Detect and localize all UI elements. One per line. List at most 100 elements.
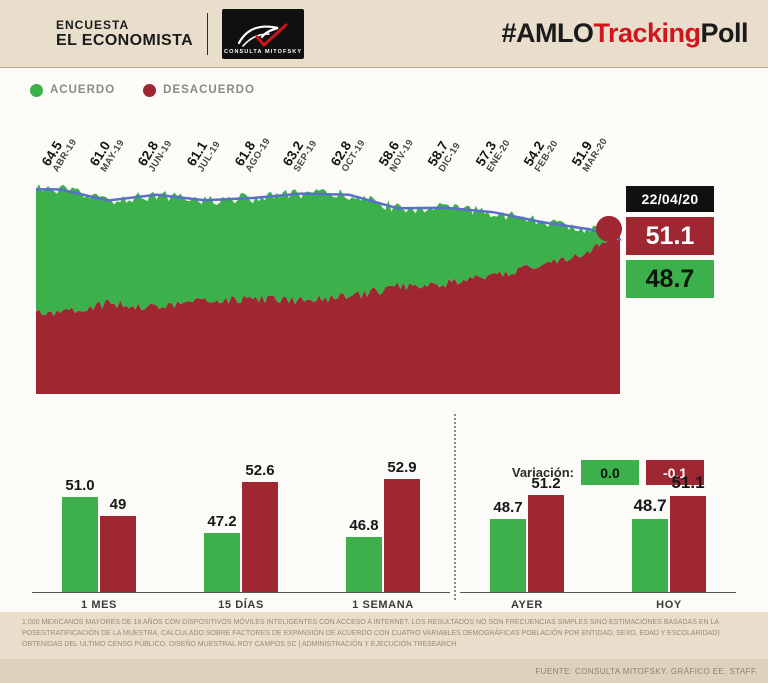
current-acuerdo-value: 48.7 xyxy=(626,260,714,298)
acuerdo-value-label: 48.7 xyxy=(633,496,667,515)
desacuerdo-bar xyxy=(528,495,564,592)
acuerdo-value-label: 46.8 xyxy=(349,517,379,534)
desacuerdo-dot-icon xyxy=(143,83,157,97)
legend-acuerdo-label: ACUERDO xyxy=(50,84,116,96)
current-desacuerdo-value: 51.1 xyxy=(626,217,714,255)
bar-group-label: AYER xyxy=(511,599,543,611)
desacuerdo-bar xyxy=(100,516,136,592)
desacuerdo-column: 51.1 xyxy=(670,473,706,592)
bar-pair: 48.7 51.2 xyxy=(490,444,564,592)
desacuerdo-value-label: 51.1 xyxy=(671,473,705,492)
bar-pair: 46.8 52.9 xyxy=(346,444,420,592)
current-desacuerdo-marker xyxy=(596,215,622,242)
acuerdo-bar xyxy=(62,497,98,592)
month-label-jul-19: 61.1 JUL-19 xyxy=(183,132,222,174)
chart-legend: ACUERDO DESACUERDO xyxy=(30,78,768,102)
acuerdo-dot-icon xyxy=(30,83,43,97)
bar-group-label: 15 DÍAS xyxy=(218,599,264,611)
bar-group-label: 1 MES xyxy=(80,599,117,611)
desacuerdo-area xyxy=(36,231,620,394)
bars-history-side: 51.0 49 1 MES 47.2 52.6 15 DÍAS 46.8 52.9 1 SEMA… xyxy=(28,444,454,611)
bar-group-15-d-as: 47.2 52.6 15 DÍAS xyxy=(204,444,278,611)
hashtag-tracking: Tracking xyxy=(593,18,701,48)
month-label-dic-19: 58.7 DIC-19 xyxy=(424,134,463,174)
bar-group-hoy: 48.7 51.1 HOY xyxy=(632,444,706,611)
hashtag-title: #AMLOTrackingPoll xyxy=(501,18,748,49)
desacuerdo-value-label: 52.6 xyxy=(245,462,275,479)
hashtag-amlo: #AMLO xyxy=(501,18,594,48)
comparison-bars-panel: Variación: 0.0 -0.1 51.0 49 1 MES 47.2 52.6 1… xyxy=(0,414,768,658)
desacuerdo-column: 52.9 xyxy=(384,459,420,592)
month-label-oct-19: 62.8 OCT-19 xyxy=(328,131,368,174)
acuerdo-column: 51.0 xyxy=(62,477,98,592)
main-content: ACUERDO DESACUERDO 64.5 ABR-19 61.0 MAY-19 6… xyxy=(0,68,768,612)
footer: 1,000 MEXICANOS MAYORES DE 18 AÑOS CON D… xyxy=(0,612,768,683)
approval-area-chart: 64.5 ABR-19 61.0 MAY-19 62.8 JUN-19 61.1 JUL-19… xyxy=(0,106,768,398)
desacuerdo-value-label: 51.2 xyxy=(531,475,561,492)
acuerdo-area xyxy=(36,184,620,316)
acuerdo-column: 47.2 xyxy=(204,513,240,592)
month-label-sep-19: 63.2 SEP-19 xyxy=(280,131,320,174)
month-label-nov-19: 58.6 NOV-19 xyxy=(376,131,417,174)
bar-group-1-semana: 46.8 52.9 1 SEMANA xyxy=(346,444,420,611)
desacuerdo-value-label: 49 xyxy=(109,496,127,513)
desacuerdo-column: 49 xyxy=(100,496,136,592)
brand: ENCUESTA EL ECONOMISTA CONSULTA MITOFSKY xyxy=(56,8,305,59)
current-date: 22/04/20 xyxy=(626,186,714,212)
eagle-icon xyxy=(237,23,288,47)
legend-desacuerdo: DESACUERDO xyxy=(143,83,255,97)
acuerdo-column: 46.8 xyxy=(346,517,382,592)
bar-group-ayer: 48.7 51.2 AYER xyxy=(490,444,564,611)
month-label-jun-19: 62.8 JUN-19 xyxy=(135,131,175,174)
variation-desacuerdo-value: -0.1 xyxy=(646,460,704,485)
acuerdo-bar xyxy=(204,533,240,592)
axis-baseline xyxy=(460,592,736,593)
month-label-feb-20: 54.2 FEB-20 xyxy=(521,131,561,174)
bars-divider xyxy=(454,414,456,600)
bars-today-side: 48.7 51.2 AYER 48.7 51.1 HOY xyxy=(456,444,740,611)
month-label-ene-20: 57.3 ENE-20 xyxy=(472,131,512,174)
month-label-mar-20: 51.9 MAR-20 xyxy=(569,129,610,174)
desacuerdo-value-label: 52.9 xyxy=(387,459,417,476)
brand-divider xyxy=(207,12,209,55)
header: ENCUESTA EL ECONOMISTA CONSULTA MITOFSKY… xyxy=(0,0,768,68)
desacuerdo-bar xyxy=(670,496,706,592)
acuerdo-bar xyxy=(490,519,526,592)
bar-pair: 48.7 51.1 xyxy=(632,444,706,592)
acuerdo-bar xyxy=(632,519,668,592)
desacuerdo-column: 51.2 xyxy=(528,475,564,592)
desacuerdo-bar xyxy=(242,482,278,592)
desacuerdo-column: 52.6 xyxy=(242,462,278,592)
month-label-ago-19: 61.8 AGO-19 xyxy=(231,129,272,174)
bars-row: 51.0 49 1 MES 47.2 52.6 15 DÍAS 46.8 52.9 1 SEMA… xyxy=(28,414,740,611)
month-label-may-19: 61.0 MAY-19 xyxy=(87,131,127,174)
desacuerdo-bar xyxy=(384,479,420,592)
area-chart-svg xyxy=(36,184,622,394)
acuerdo-value-label: 51.0 xyxy=(65,477,95,494)
acuerdo-value-label: 47.2 xyxy=(207,513,237,530)
source-credit: FUENTE: CONSULTA MITOFSKY. GRÁFICO EE. S… xyxy=(0,659,768,683)
hashtag-poll: Poll xyxy=(700,18,748,48)
legend-acuerdo: ACUERDO xyxy=(30,83,116,97)
acuerdo-column: 48.7 xyxy=(490,499,526,592)
variation-acuerdo-value: 0.0 xyxy=(581,460,639,485)
bar-pair: 51.0 49 xyxy=(62,444,136,592)
month-labels: 64.5 ABR-19 61.0 MAY-19 62.8 JUN-19 61.1 JUL-19… xyxy=(36,106,622,174)
month-label-abr-19: 64.5 ABR-19 xyxy=(39,130,80,174)
current-values: 22/04/20 51.1 48.7 xyxy=(626,186,714,298)
bar-group-label: 1 SEMANA xyxy=(352,599,414,611)
acuerdo-column: 48.7 xyxy=(632,496,668,592)
bar-group-label: HOY xyxy=(656,599,682,611)
newspaper-brand: ENCUESTA EL ECONOMISTA xyxy=(56,18,193,50)
axis-baseline xyxy=(32,592,450,593)
logo-text: CONSULTA MITOFSKY xyxy=(224,48,303,55)
survey-label: ENCUESTA xyxy=(56,17,130,32)
trend-line xyxy=(36,188,622,241)
variation-row: Variación: 0.0 -0.1 xyxy=(512,460,704,485)
legend-desacuerdo-label: DESACUERDO xyxy=(163,84,255,96)
variation-label: Variación: xyxy=(511,465,574,480)
acuerdo-bar xyxy=(346,537,382,592)
bar-group-1-mes: 51.0 49 1 MES xyxy=(62,444,136,611)
mitofsky-logo: CONSULTA MITOFSKY xyxy=(222,8,305,59)
newspaper-name: EL ECONOMISTA xyxy=(56,31,194,49)
